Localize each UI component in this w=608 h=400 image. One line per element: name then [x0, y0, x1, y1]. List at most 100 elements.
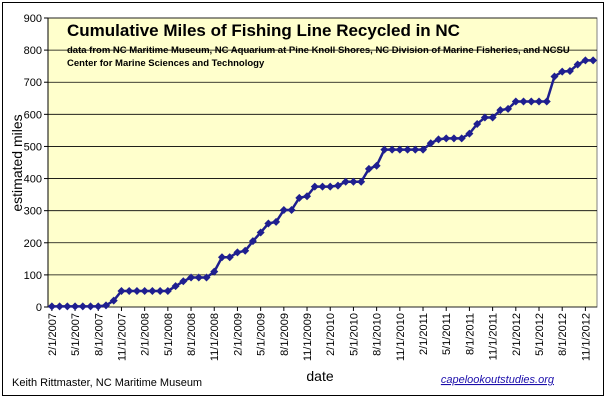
data-point	[457, 134, 466, 143]
chart-title: Cumulative Miles of Fishing Line Recycle…	[67, 21, 460, 40]
x-tick-label: 11/1/2007	[116, 313, 128, 361]
y-tick-label: 200	[24, 238, 42, 250]
data-point	[473, 119, 482, 128]
data-point	[217, 253, 226, 262]
x-tick-label: 2/1/2009	[232, 313, 244, 356]
data-point	[550, 72, 559, 81]
x-tick-label: 11/1/2010	[395, 313, 407, 361]
data-point	[248, 237, 257, 246]
data-point	[86, 302, 95, 311]
x-tick-label: 11/1/2011	[488, 313, 500, 360]
data-point	[434, 135, 443, 144]
data-point	[511, 97, 520, 106]
y-tick-label: 400	[24, 174, 42, 186]
data-point	[403, 145, 412, 154]
data-point	[426, 139, 435, 148]
x-tick-label: 5/1/2011	[441, 313, 453, 355]
x-tick-label: 8/1/2009	[279, 313, 291, 356]
x-tick-label: 8/1/2011	[464, 313, 476, 355]
data-point	[333, 181, 342, 190]
data-point	[272, 217, 281, 226]
data-point	[480, 113, 489, 122]
y-axis-title: estimated miles	[9, 114, 25, 211]
y-tick-label: 800	[24, 45, 42, 57]
data-point	[163, 286, 172, 295]
data-point	[395, 145, 404, 154]
data-point	[411, 145, 420, 154]
x-tick-label: 11/1/2008	[209, 313, 221, 361]
y-tick-label: 900	[24, 13, 42, 25]
data-point	[589, 56, 598, 65]
x-tick-label: 5/1/2009	[256, 313, 268, 356]
data-point	[194, 273, 203, 282]
data-point	[504, 104, 513, 113]
data-point	[63, 302, 72, 311]
data-point	[581, 56, 590, 65]
data-point	[287, 206, 296, 215]
x-tick-label: 8/1/2010	[372, 313, 384, 356]
data-point	[372, 161, 381, 170]
author-credit: Keith Rittmaster, NC Maritime Museum	[12, 377, 202, 389]
data-point	[565, 66, 574, 75]
data-point	[210, 267, 219, 276]
data-point	[419, 145, 428, 154]
data-point	[117, 286, 126, 295]
data-point	[148, 286, 157, 295]
data-point	[527, 97, 536, 106]
data-point	[179, 277, 188, 286]
x-tick-label: 8/1/2012	[557, 313, 569, 356]
x-tick-label: 8/1/2007	[93, 313, 105, 356]
chart-subtitle-line-2: Center for Marine Sciences and Technolog…	[67, 58, 265, 69]
x-tick-label: 11/1/2009	[302, 313, 314, 361]
data-point	[349, 177, 358, 186]
data-point	[542, 97, 551, 106]
x-tick-label: 2/1/2011	[418, 313, 430, 355]
x-tick-label: 5/1/2012	[534, 313, 546, 356]
data-point	[256, 228, 265, 237]
data-point	[156, 286, 165, 295]
data-point	[187, 273, 196, 282]
data-point	[519, 97, 528, 106]
y-tick-label: 300	[24, 206, 42, 218]
y-tick-label: 700	[24, 77, 42, 89]
plot-area	[47, 17, 598, 308]
x-tick-label: 11/1/2012	[580, 313, 592, 361]
data-point	[132, 286, 141, 295]
data-point	[264, 219, 273, 228]
data-point	[78, 302, 87, 311]
data-point	[558, 67, 567, 76]
y-tick-label: 100	[24, 270, 42, 282]
data-point	[71, 302, 80, 311]
data-point	[341, 177, 350, 186]
data-point	[357, 177, 366, 186]
y-tick-label: 0	[36, 302, 42, 314]
data-point	[140, 286, 149, 295]
x-tick-label: 5/1/2008	[163, 313, 175, 356]
source-link[interactable]: capelookoutstudies.org	[441, 374, 555, 386]
data-point	[535, 97, 544, 106]
data-point	[47, 302, 56, 311]
data-point	[573, 60, 582, 69]
data-point	[171, 282, 180, 291]
data-point	[303, 192, 312, 201]
data-point	[488, 113, 497, 122]
x-tick-label: 2/1/2010	[325, 313, 337, 356]
data-point	[326, 182, 335, 191]
x-tick-label: 2/1/2012	[511, 313, 523, 356]
y-tick-label: 600	[24, 109, 42, 121]
data-point	[125, 286, 134, 295]
y-axis: 0 100 200 300 400 500 600 700 800 900	[24, 13, 49, 314]
data-point	[465, 129, 474, 138]
x-tick-label: 8/1/2008	[186, 313, 198, 356]
data-point	[496, 106, 505, 115]
data-point	[295, 193, 304, 202]
x-tick-label: 2/1/2008	[140, 313, 152, 356]
gridlines	[48, 17, 597, 308]
y-tick-label: 500	[24, 141, 42, 153]
data-point	[449, 134, 458, 143]
data-point	[318, 182, 327, 191]
data-point	[233, 248, 242, 257]
x-tick-label: 5/1/2007	[70, 313, 82, 356]
data-point	[279, 206, 288, 215]
